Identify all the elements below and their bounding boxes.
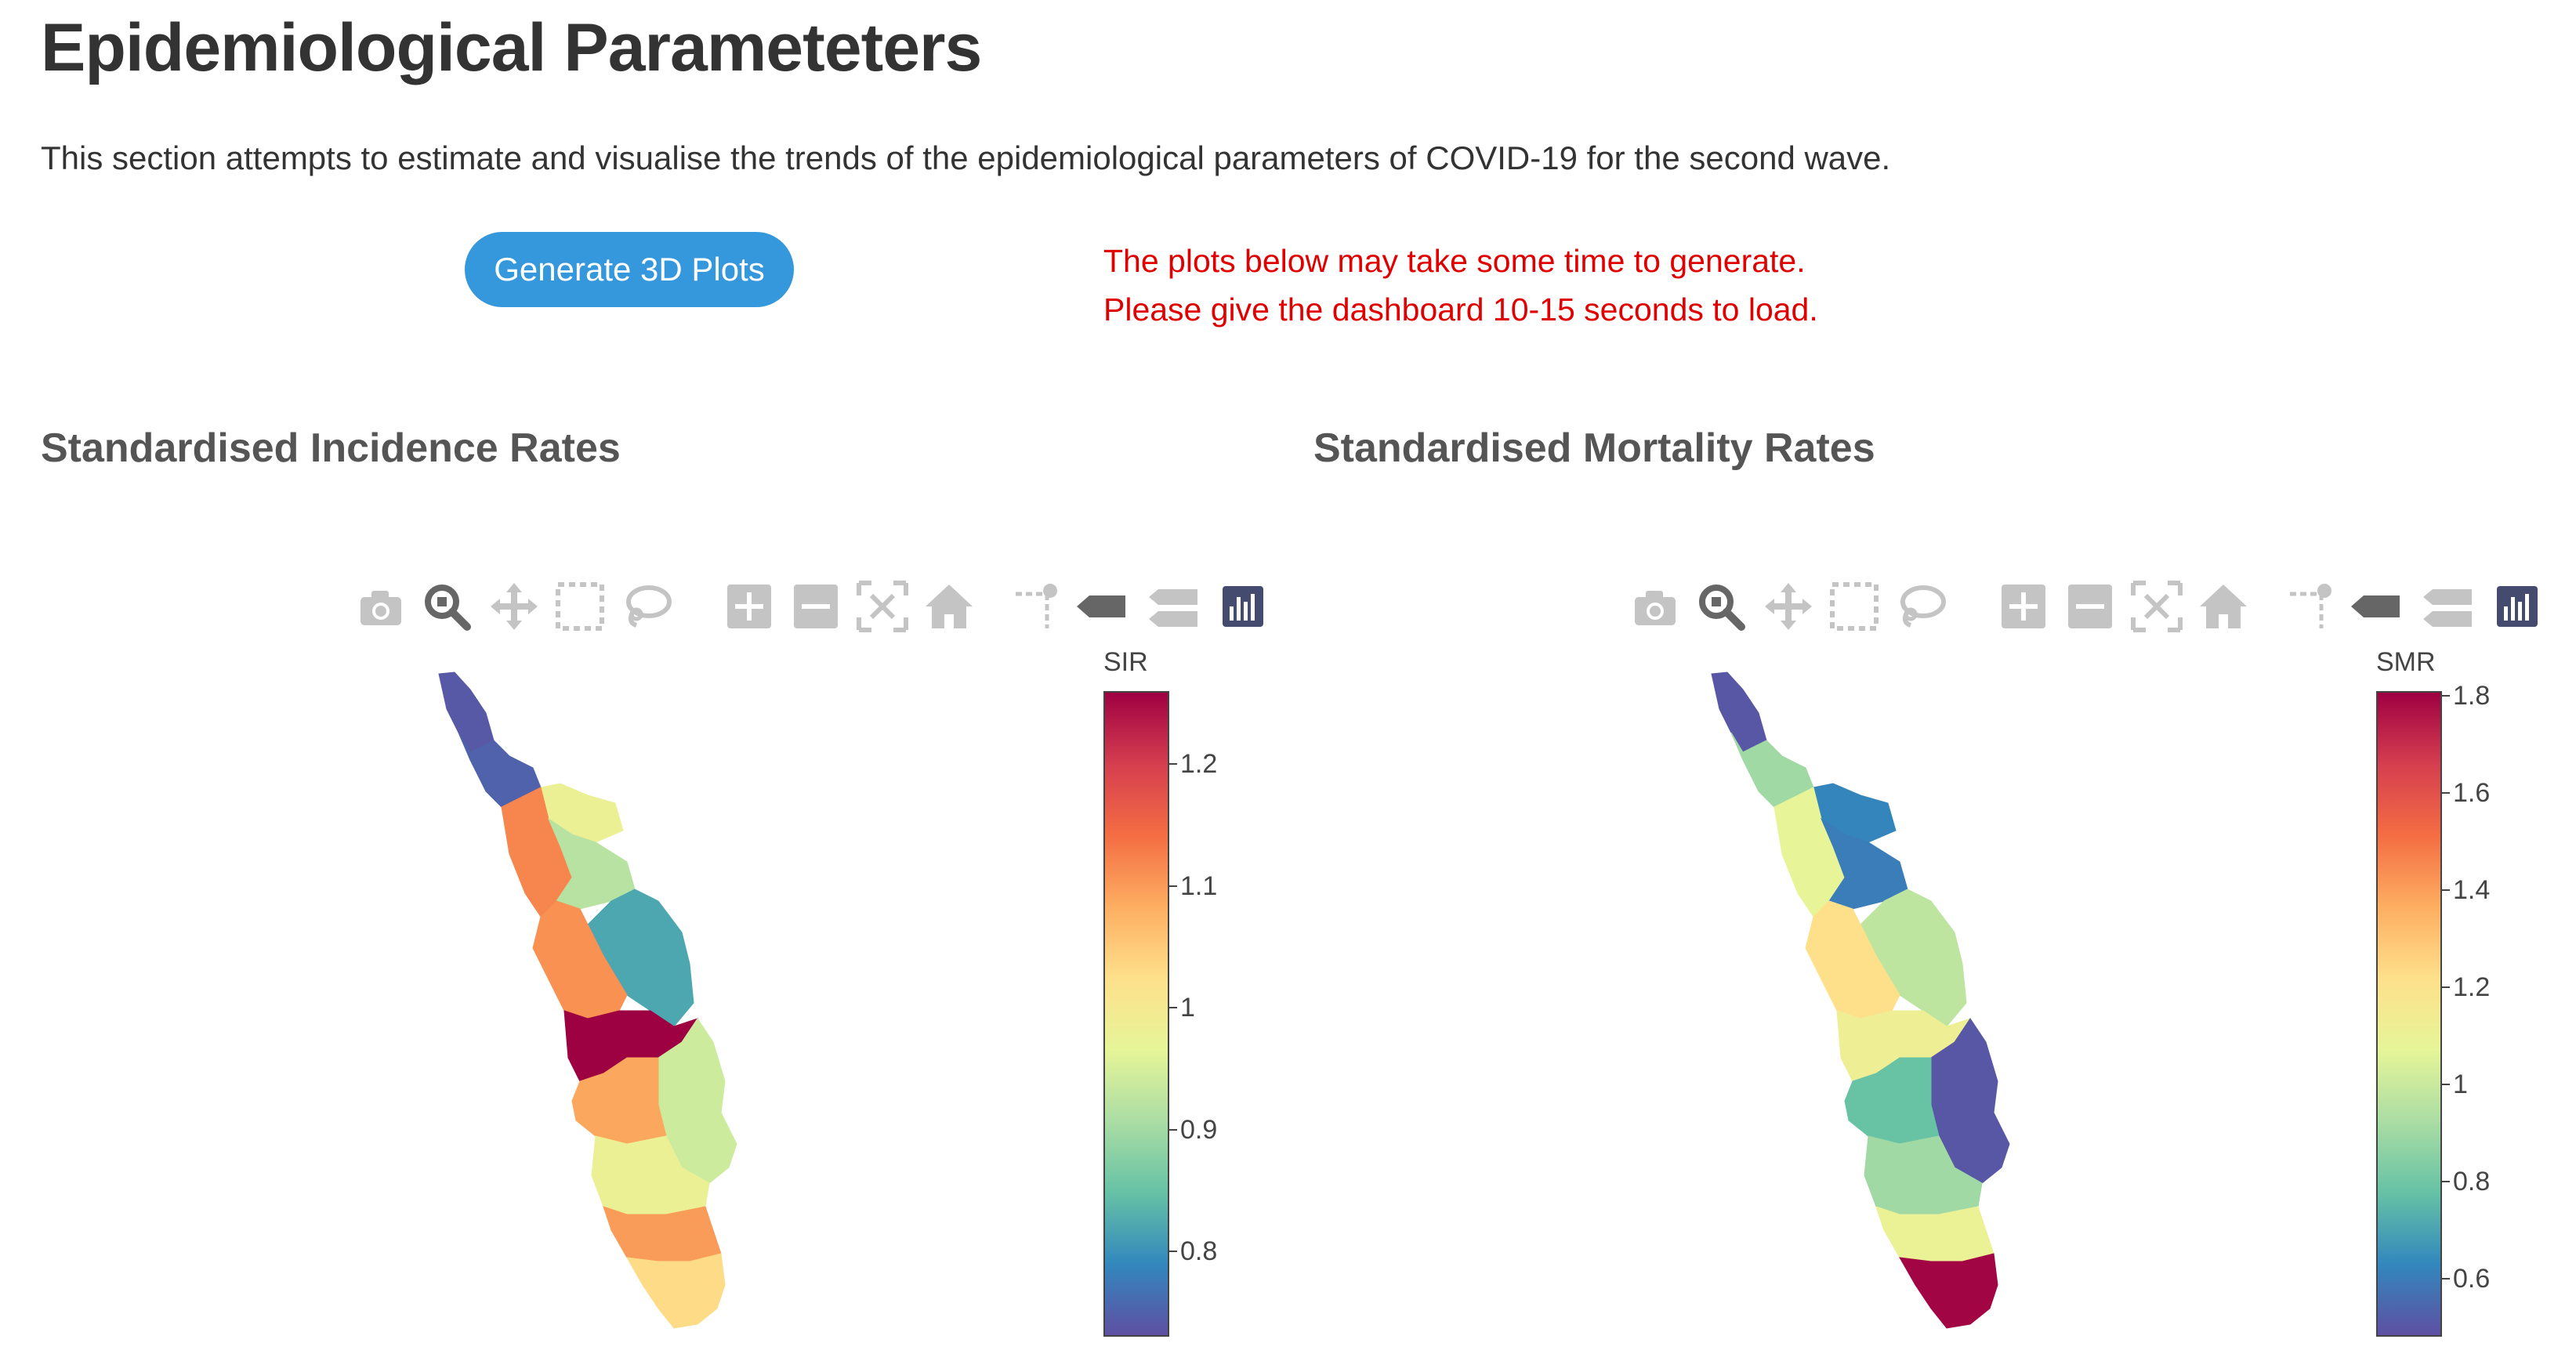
colorbar-tick-label: 1.2 (2453, 972, 2491, 1002)
colorbar-tick-label: 1.6 (2453, 778, 2491, 809)
plotly-logo-icon[interactable] (2489, 578, 2545, 635)
colorbar-tick-label: 1.1 (1180, 871, 1218, 901)
page-description: This section attempts to estimate and vi… (41, 139, 1891, 176)
smr-colorbar-title: SMR (2376, 647, 2436, 677)
loading-notice: The plots below may take some time to ge… (1103, 237, 1818, 334)
sir-section-title: Standardised Incidence Rates (41, 425, 621, 471)
reset-axes-icon[interactable] (2195, 578, 2252, 635)
colorbar-tick-mark (1169, 1007, 1177, 1009)
colorbar-tick-mark (2442, 1180, 2450, 1182)
district-region[interactable] (1899, 1253, 1998, 1329)
hover-closest-icon[interactable] (2348, 578, 2404, 635)
smr-section-title: Standardised Mortality Rates (1313, 425, 1875, 471)
spike-lines-icon[interactable] (2284, 578, 2340, 635)
colorbar-tick-label: 1 (2453, 1069, 2468, 1099)
page-title: Epidemiological Parameteters (41, 10, 982, 85)
colorbar-tick-mark (1169, 1251, 1177, 1253)
colorbar-tick-mark (1169, 763, 1177, 766)
colorbar-tick-mark (1169, 1128, 1177, 1131)
autoscale-icon[interactable] (2129, 578, 2185, 635)
colorbar-tick-label: 0.9 (1180, 1114, 1218, 1145)
autoscale-icon[interactable] (854, 578, 911, 635)
zoom-in-icon[interactable] (721, 578, 777, 635)
camera-icon[interactable] (353, 578, 409, 635)
colorbar-tick-label: 0.8 (1180, 1236, 1218, 1267)
district-region[interactable] (1805, 900, 1900, 1019)
sir-colorbar-ticks: 0.8 0.9 1 1.1 1.2 (1169, 691, 1263, 1337)
colorbar-tick-mark (2442, 1277, 2450, 1280)
district-region[interactable] (1711, 671, 1767, 753)
pan-icon[interactable] (1760, 578, 1817, 635)
loading-notice-line-1: The plots below may take some time to ge… (1103, 243, 1806, 279)
district-region[interactable] (626, 1253, 726, 1329)
smr-colorbar (2376, 691, 2442, 1337)
hover-closest-icon[interactable] (1074, 578, 1130, 635)
colorbar-tick-label: 1.2 (1180, 749, 1218, 780)
camera-icon[interactable] (1627, 578, 1683, 635)
colorbar-tick-label: 1.4 (2453, 875, 2491, 905)
smr-choropleth-map[interactable] (1696, 666, 2103, 1332)
sir-colorbar-title: SIR (1103, 647, 1148, 677)
colorbar-tick-label: 0.8 (2453, 1166, 2491, 1196)
zoom-icon[interactable] (1693, 578, 1749, 635)
colorbar-tick-mark (1169, 885, 1177, 887)
hover-compare-icon[interactable] (1146, 578, 1202, 635)
lasso-select-icon[interactable] (619, 578, 676, 635)
plotly-logo-icon[interactable] (1215, 578, 1271, 635)
colorbar-tick-mark (2442, 695, 2450, 697)
loading-notice-line-2: Please give the dashboard 10-15 seconds … (1103, 291, 1818, 328)
district-region[interactable] (1875, 1206, 1994, 1262)
colorbar-tick-mark (2442, 986, 2450, 988)
zoom-out-icon[interactable] (788, 578, 844, 635)
zoom-in-icon[interactable] (1995, 578, 2052, 635)
colorbar-tick-label: 0.6 (2453, 1263, 2491, 1294)
colorbar-tick-label: 1.8 (2453, 681, 2491, 711)
district-region[interactable] (532, 900, 628, 1019)
district-region[interactable] (438, 671, 495, 753)
reset-axes-icon[interactable] (921, 578, 977, 635)
pan-icon[interactable] (486, 578, 542, 635)
colorbar-tick-mark (2442, 889, 2450, 891)
colorbar-tick-mark (2442, 792, 2450, 795)
zoom-out-icon[interactable] (2062, 578, 2118, 635)
colorbar-tick-label: 1 (1180, 993, 1195, 1023)
smr-colorbar-ticks: 0.6 0.8 1 1.2 1.4 1.6 1.8 (2442, 682, 2536, 1337)
spike-lines-icon[interactable] (1009, 578, 1066, 635)
hover-compare-icon[interactable] (2420, 578, 2476, 635)
sir-colorbar (1103, 691, 1169, 1337)
sir-choropleth-map[interactable] (423, 666, 831, 1332)
lasso-select-icon[interactable] (1893, 578, 1950, 635)
district-region[interactable] (603, 1206, 722, 1262)
zoom-icon[interactable] (418, 578, 475, 635)
box-select-icon[interactable] (552, 578, 608, 635)
box-select-icon[interactable] (1826, 578, 1882, 635)
colorbar-tick-mark (2442, 1083, 2450, 1085)
generate-3d-plots-button[interactable]: Generate 3D Plots (465, 232, 794, 307)
